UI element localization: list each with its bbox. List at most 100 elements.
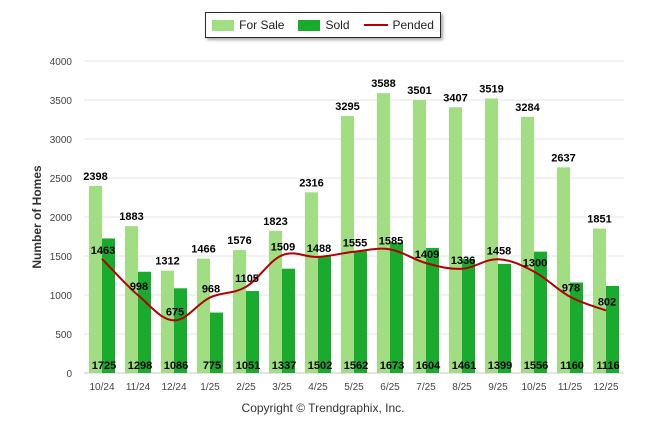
bar-sold	[102, 238, 115, 373]
data-label-pended: 1463	[91, 245, 115, 257]
bar-for-sale	[305, 192, 318, 373]
y-tick-label: 1500	[50, 252, 73, 263]
bar-sold	[282, 268, 295, 373]
data-label-sold: 1604	[416, 360, 441, 372]
x-tick-label: 9/25	[488, 382, 508, 393]
legend-swatch-pended	[363, 24, 388, 26]
bar-sold	[606, 285, 619, 373]
bar-sold	[426, 247, 439, 373]
bar-sold	[462, 259, 475, 373]
data-label-for-sale: 2637	[551, 152, 575, 164]
data-label-pended: 998	[130, 281, 148, 293]
x-tick-label: 3/25	[272, 382, 292, 393]
data-labels: 2398 1725 1883 1298 1312 1086 1466 775 1576 1051 1…	[83, 78, 619, 372]
pended-line	[101, 247, 607, 322]
data-label-sold: 1160	[560, 360, 584, 372]
x-tick-label: 11/25	[558, 382, 583, 393]
bar-for-sale	[269, 230, 282, 373]
x-tick-label: 6/25	[380, 382, 400, 393]
bar-for-sale	[593, 228, 606, 373]
data-label-pended: 1555	[343, 238, 367, 250]
bar-sold	[498, 263, 511, 373]
x-tick-label: 7/25	[416, 382, 436, 393]
data-label-sold: 1725	[92, 360, 116, 372]
bar-for-sale	[413, 99, 426, 373]
bar-for-sale	[233, 250, 246, 373]
bar-for-sale	[557, 167, 570, 373]
x-tick-label: 11/24	[126, 382, 151, 393]
data-label-for-sale: 1576	[227, 235, 251, 247]
data-label-for-sale: 1312	[155, 256, 179, 268]
data-label-for-sale: 3501	[407, 85, 431, 97]
y-tick-label: 500	[55, 330, 72, 341]
data-label-for-sale: 1466	[191, 244, 215, 256]
legend-label-for-sale: For Sale	[239, 18, 285, 32]
bar-for-sale	[485, 98, 498, 373]
bar-sold	[318, 255, 331, 373]
y-axis-label: Number of Homes	[30, 165, 44, 269]
data-label-pended: 968	[202, 283, 220, 295]
data-label-for-sale: 1823	[263, 216, 287, 228]
pended-series-line	[101, 247, 607, 322]
x-tick-label: 5/25	[344, 382, 364, 393]
x-tick-label: 8/25	[452, 382, 472, 393]
bar-for-sale	[521, 116, 534, 374]
x-tick-label: 2/25	[236, 382, 256, 393]
legend-swatch-for-sale	[212, 19, 235, 31]
bar-for-sale	[125, 226, 138, 373]
data-label-pended: 1336	[451, 255, 475, 267]
data-label-sold: 1337	[272, 360, 296, 372]
y-tick-label: 1000	[50, 291, 73, 302]
data-label-sold: 775	[203, 360, 221, 372]
copyright-text: Copyright © Trendgraphix, Inc.	[241, 401, 405, 415]
data-label-pended: 802	[598, 296, 616, 308]
bar-for-sale	[377, 93, 390, 374]
data-label-sold: 1298	[128, 360, 152, 372]
data-label-pended: 978	[562, 283, 580, 295]
bar-for-sale	[197, 258, 210, 373]
x-tick-label: 10/25	[521, 382, 546, 393]
y-tick-label: 3000	[50, 135, 73, 146]
legend-item-pended[interactable]: Pended	[363, 18, 434, 32]
legend: For Sale Sold Pended	[205, 12, 441, 38]
data-label-for-sale: 3407	[443, 92, 467, 104]
x-tick-label: 10/24	[89, 382, 114, 393]
data-label-for-sale: 3588	[371, 78, 395, 90]
x-tick-label: 12/25	[593, 382, 618, 393]
bar-sold	[570, 282, 583, 373]
bar-sold	[354, 251, 367, 373]
y-tick-label: 2000	[50, 213, 73, 224]
y-axis-ticks: 0 500 1000 1500 2000 2500 3000 3500 4000	[50, 57, 73, 380]
data-label-for-sale: 3295	[335, 101, 359, 113]
bar-sold	[174, 288, 187, 373]
data-label-pended: 1458	[487, 245, 511, 257]
bar-for-sale	[89, 185, 102, 373]
bar-for-sale	[161, 270, 174, 373]
data-label-pended: 1509	[271, 241, 295, 253]
y-tick-label: 0	[66, 369, 72, 380]
data-label-pended: 1300	[523, 258, 547, 270]
data-label-sold: 1051	[236, 360, 260, 372]
bar-sold	[246, 291, 259, 373]
data-label-for-sale: 1883	[119, 211, 143, 223]
x-tick-label: 1/25	[200, 382, 220, 393]
bar-sold	[210, 312, 223, 373]
legend-item-sold[interactable]: Sold	[298, 18, 350, 32]
data-label-sold: 1502	[308, 360, 332, 372]
y-tick-label: 2500	[50, 174, 73, 185]
x-tick-label: 4/25	[308, 382, 328, 393]
y-tick-label: 3500	[50, 96, 73, 107]
legend-swatch-sold	[298, 19, 321, 31]
legend-item-for-sale[interactable]: For Sale	[212, 18, 284, 32]
data-label-for-sale: 3284	[515, 102, 540, 114]
data-label-sold: 1562	[344, 360, 368, 372]
bar-sold	[390, 242, 403, 373]
data-label-sold: 1086	[164, 360, 188, 372]
data-label-sold: 1116	[596, 360, 619, 372]
data-label-pended: 1488	[307, 243, 331, 255]
data-label-sold: 1461	[452, 360, 476, 372]
bar-sold	[534, 251, 547, 373]
data-label-sold: 1556	[524, 360, 548, 372]
data-label-for-sale: 1851	[587, 214, 611, 226]
